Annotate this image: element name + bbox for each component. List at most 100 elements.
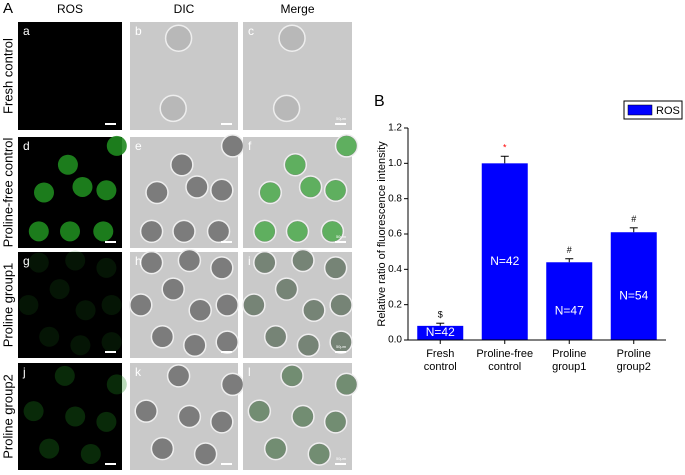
panel-letter: i (248, 254, 251, 268)
cell (296, 333, 321, 358)
cell-overlay (276, 279, 297, 300)
micrograph: k (130, 363, 245, 470)
cell-overlay (254, 221, 275, 242)
y-tick-label: 0.2 (388, 299, 402, 310)
cell (307, 442, 332, 466)
cell (215, 330, 239, 354)
cell (210, 256, 234, 280)
micrograph: e (130, 134, 245, 248)
bar-annotation: N=42 (490, 254, 519, 268)
cell (65, 406, 86, 427)
cell (139, 219, 164, 244)
cell (150, 436, 175, 461)
panel-letter: d (23, 139, 30, 153)
cell (183, 333, 207, 358)
cell-overlay (298, 335, 319, 356)
cell-overlay (243, 295, 264, 315)
cell (96, 411, 117, 432)
panel-letter: k (135, 365, 142, 379)
cell (329, 330, 353, 354)
cell (177, 404, 202, 429)
cell-overlay (292, 250, 313, 271)
panel-letter: b (135, 24, 142, 38)
x-tick-label: Proline-free control (476, 348, 534, 373)
bar-annotation: N=47 (555, 303, 584, 317)
panel-letter: h (135, 254, 142, 268)
scale-label: 50μm (336, 344, 347, 349)
cell-overlay (285, 154, 306, 175)
cell (302, 298, 326, 323)
cell (139, 250, 164, 275)
cell (220, 372, 245, 397)
cell (101, 295, 122, 315)
panel-letter: c (248, 24, 254, 38)
cell (106, 374, 127, 395)
cell (210, 178, 234, 203)
cell-overlay (325, 180, 346, 201)
cell (39, 438, 60, 459)
micrograph: f 50μm (243, 134, 359, 248)
cell (164, 24, 193, 52)
cell (106, 135, 127, 156)
panel-letter: l (248, 365, 251, 379)
y-tick-label: 1.2 (388, 123, 402, 134)
y-tick-label: 0.8 (388, 193, 402, 204)
panel-letter: j (22, 365, 26, 379)
cell (23, 401, 44, 422)
x-tick-label: Fresh control (423, 348, 457, 373)
y-axis-title: Relative ratio of fluorescence intensity (376, 141, 388, 327)
cell (57, 154, 78, 175)
panel-label: B (374, 93, 385, 110)
panel-letter: g (23, 254, 30, 268)
micrograph: d (18, 135, 127, 248)
cell (145, 180, 169, 205)
cell (280, 364, 304, 388)
cell-overlay (300, 176, 321, 197)
bar (417, 325, 464, 340)
cell (242, 293, 266, 317)
cell (193, 442, 218, 466)
legend-label: ROS (656, 105, 680, 117)
cell (75, 300, 96, 321)
panel-label: A (3, 0, 13, 17)
cell (272, 94, 301, 123)
cell-overlay (322, 221, 343, 242)
micrograph: l 50μm (243, 363, 359, 470)
cell (72, 176, 93, 197)
cell (247, 399, 272, 423)
cell-overlay (254, 252, 275, 273)
cell (70, 335, 91, 356)
cell (28, 252, 49, 273)
micrograph: h (129, 248, 239, 358)
y-tick-label: 1.0 (388, 158, 402, 169)
micrograph: b (130, 22, 238, 130)
cell (220, 134, 245, 158)
row-label: Proline group1 (0, 263, 15, 348)
bar (481, 163, 528, 340)
cell (185, 175, 209, 199)
bar (546, 262, 593, 340)
cell (323, 410, 348, 434)
micrograph: g (18, 250, 122, 358)
cell (215, 293, 239, 317)
cell (39, 326, 60, 347)
cell (34, 182, 54, 203)
significance-marker: # (567, 245, 572, 255)
legend-swatch (627, 104, 653, 116)
cell (323, 256, 348, 280)
cell (28, 221, 49, 242)
bar-annotation: N=42 (426, 325, 455, 339)
y-tick-label: 0.0 (388, 335, 402, 346)
cell (291, 248, 315, 273)
bar (610, 232, 657, 340)
cell (134, 399, 158, 423)
cell-overlay (265, 326, 286, 347)
error-bar (436, 322, 445, 326)
image-background (18, 363, 122, 470)
cell (188, 298, 212, 323)
image-background (18, 252, 122, 358)
micrograph: j (18, 363, 127, 470)
panel-letter: a (23, 24, 30, 38)
